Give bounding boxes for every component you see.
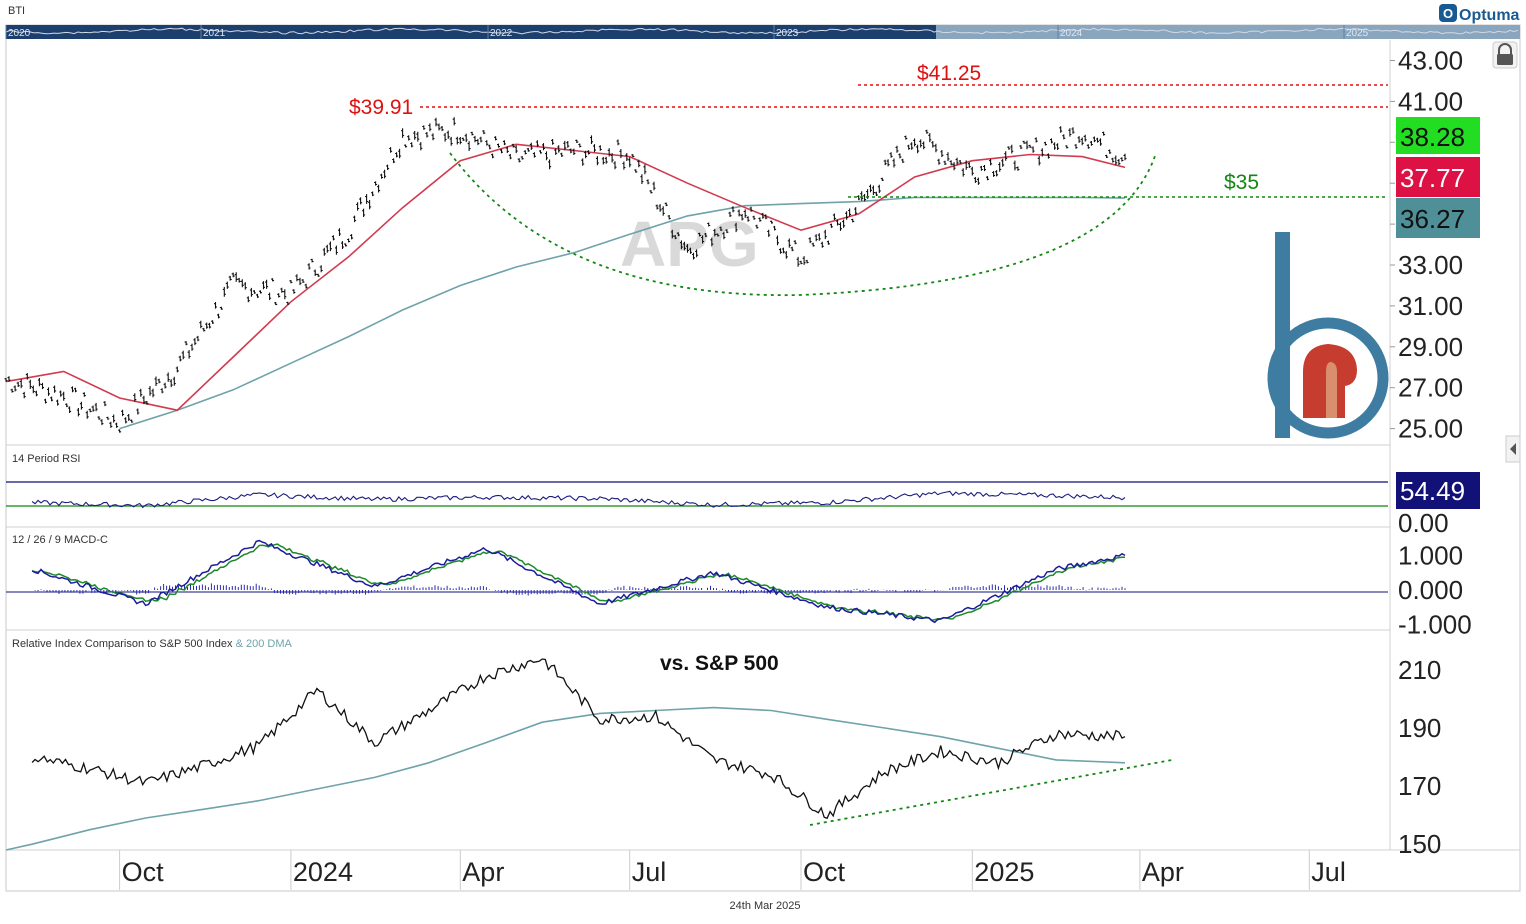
- macd-histogram: [34, 583, 1126, 596]
- expand-arrow-button[interactable]: [1505, 435, 1521, 463]
- support-label: $35: [1224, 171, 1259, 194]
- macd-tick-label: -1.000: [1398, 610, 1472, 640]
- relative-tick-label: 150: [1398, 829, 1441, 859]
- ma50-value-badge: [1396, 157, 1480, 197]
- close-value-badge: [1396, 117, 1480, 154]
- x-tick-label: Jul: [1311, 857, 1346, 887]
- x-tick-label: Oct: [803, 857, 846, 887]
- macd-signal-line: [31, 543, 1125, 621]
- price-tick-label: 41.00: [1398, 86, 1463, 116]
- resistance-label-1: $39.91: [349, 96, 413, 119]
- relative-title: Relative Index Comparison to S&P 500 Ind…: [12, 638, 293, 650]
- rounding-bottom-arc: [449, 152, 1156, 297]
- rsi-axis-label: 0.00: [1398, 508, 1449, 538]
- macd-line: [31, 539, 1126, 624]
- overview-year-label: 2023: [776, 28, 799, 39]
- price-y-axis: 43.0041.0039.0037.0035.0033.0031.0029.00…: [1390, 46, 1463, 444]
- macd-title: 12 / 26 / 9 MACD-C: [12, 534, 108, 546]
- x-tick-label: Apr: [462, 857, 504, 887]
- price-tick-label: 31.00: [1398, 291, 1463, 321]
- ma200-value-badge: [1396, 198, 1480, 238]
- relative-line: [31, 658, 1126, 820]
- price-tick-label: 43.00: [1398, 46, 1463, 76]
- optuma-logo: O Optuma: [1439, 4, 1520, 24]
- overview-year-labels: 2020 2021 2022 2023 2024 2025: [5, 25, 1369, 39]
- optuma-logo-text: Optuma: [1459, 7, 1520, 24]
- overview-year-label: 2024: [1060, 28, 1083, 39]
- relative-tick-label: 170: [1398, 771, 1441, 801]
- rsi-line: [31, 490, 1126, 509]
- price-tick-label: 27.00: [1398, 373, 1463, 403]
- ma200-value-text: 36.27: [1400, 204, 1465, 234]
- overview-year-label: 2025: [1346, 28, 1369, 39]
- svg-text:O: O: [1443, 6, 1453, 21]
- macd-y-axis: 1.000 0.000 -1.000: [1398, 540, 1472, 639]
- relative-panel[interactable]: Relative Index Comparison to S&P 500 Ind…: [5, 638, 1441, 859]
- price-tick-label: 25.00: [1398, 414, 1463, 444]
- rsi-title: 14 Period RSI: [12, 453, 80, 465]
- brand-logo: [1267, 232, 1389, 439]
- macd-tick-label: 1.000: [1398, 540, 1463, 570]
- overview-year-label: 2021: [203, 28, 226, 39]
- macd-tick-label: 0.000: [1398, 575, 1463, 605]
- lock-icon[interactable]: [1492, 41, 1518, 69]
- relative-y-axis: 210 190 170 150: [1398, 655, 1441, 859]
- overview-price-line: [5, 27, 1519, 35]
- relative-tick-label: 190: [1398, 713, 1441, 743]
- price-tick-label: 33.00: [1398, 250, 1463, 280]
- chart-frame: [5, 24, 1521, 892]
- resistance-label-2: $41.25: [917, 62, 981, 85]
- x-tick-label: Oct: [122, 857, 165, 887]
- close-value-text: 38.28: [1400, 122, 1465, 152]
- price-tick-label: 29.00: [1398, 332, 1463, 362]
- relative-annotation: vs. S&P 500: [660, 652, 779, 675]
- overview-year-label: 2020: [8, 28, 31, 39]
- overview-timeline[interactable]: 2020 2021 2022 2023 2024 2025: [5, 25, 1520, 39]
- relative-trendline: [809, 759, 1173, 826]
- price-panel[interactable]: APG 43.0041.0039.0037.0035.0033.0031.002…: [4, 41, 1518, 444]
- ma50-value-text: 37.77: [1400, 163, 1465, 193]
- x-tick-label: Jul: [632, 857, 667, 887]
- overview-year-label: 2022: [490, 28, 513, 39]
- macd-panel[interactable]: 12 / 26 / 9 MACD-C 1.000 0.000 -1.000: [6, 534, 1472, 640]
- price-bars: [4, 117, 1127, 433]
- symbol-label: BTI: [8, 5, 25, 17]
- relative-tick-label: 210: [1398, 655, 1441, 685]
- x-tick-label: Apr: [1142, 857, 1184, 887]
- date-label: 24th Mar 2025: [730, 900, 801, 912]
- optuma-logo-icon: [1439, 4, 1457, 22]
- x-axis: Oct 2024 Apr Jul Oct 2025 Apr Jul: [119, 850, 1346, 890]
- relative-ma-line: [5, 706, 1126, 851]
- chevron-left-icon: [1510, 443, 1516, 455]
- watermark: APG: [620, 208, 759, 280]
- rsi-panel[interactable]: 14 Period RSI 54.49 0.00: [6, 453, 1480, 538]
- rsi-value-badge: [1396, 472, 1480, 509]
- ma200-line: [119, 196, 1126, 430]
- x-tick-label: 2025: [974, 857, 1034, 887]
- ma50-line: [5, 143, 1126, 412]
- rsi-value-text: 54.49: [1400, 476, 1465, 506]
- x-tick-label: 2024: [293, 857, 353, 887]
